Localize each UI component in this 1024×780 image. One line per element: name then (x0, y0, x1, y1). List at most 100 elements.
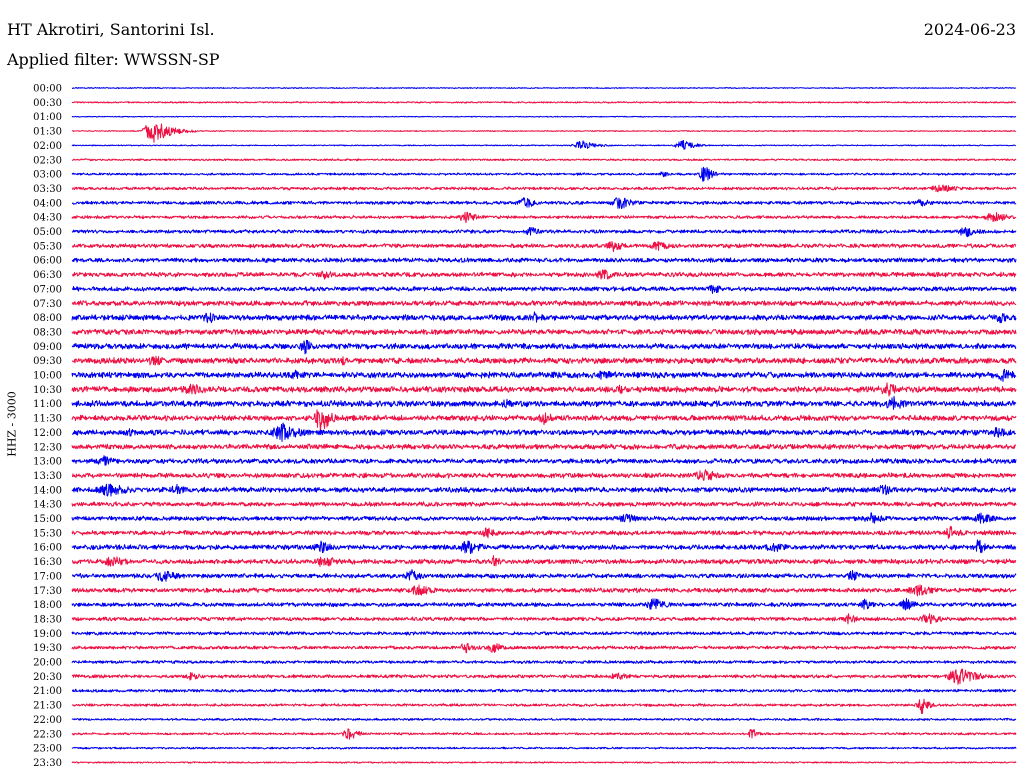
row-time-label: 22:30 (33, 729, 62, 740)
trace-row-04:30 (71, 211, 1017, 224)
row-time-label: 18:30 (33, 614, 62, 625)
row-time-label: 04:30 (33, 213, 62, 224)
row-time-label: 17:00 (33, 571, 62, 582)
trace-row-00:30 (71, 101, 1017, 104)
row-time-label: 07:00 (33, 284, 62, 295)
row-time-label: 16:00 (33, 543, 62, 554)
row-time-label: 01:00 (33, 112, 62, 123)
row-time-label: 15:00 (33, 514, 62, 525)
row-time-label: 20:00 (33, 658, 62, 669)
trace-row-21:30 (71, 698, 1017, 715)
row-time-label: 19:00 (33, 629, 62, 640)
row-time-label: 15:30 (33, 528, 62, 539)
row-time-label: 09:00 (33, 342, 62, 353)
row-time-label: 19:30 (33, 643, 62, 654)
trace-row-13:00 (71, 455, 1017, 466)
row-time-labels: 00:00 00:30 01:00 01:30 02:00 02:30 03:00 03:30… (33, 84, 62, 769)
row-time-label: 18:00 (33, 600, 62, 611)
row-time-label: 03:30 (33, 184, 62, 195)
row-time-label: 10:30 (33, 385, 62, 396)
trace-row-19:30 (71, 642, 1017, 654)
trace-row-01:00 (71, 115, 1017, 118)
row-time-label: 14:30 (33, 500, 62, 511)
row-time-label: 10:00 (33, 371, 62, 382)
trace-row-18:00 (71, 597, 1017, 611)
trace-row-22:30 (71, 728, 1017, 740)
row-time-label: 07:30 (33, 299, 62, 310)
row-time-label: 08:30 (33, 327, 62, 338)
row-time-label: 00:30 (33, 98, 62, 109)
row-time-label: 21:00 (33, 686, 62, 697)
row-time-label: 13:30 (33, 471, 62, 482)
trace-row-23:30 (71, 761, 1017, 764)
row-time-label: 09:30 (33, 356, 62, 367)
record-date: 2024-06-23 (923, 20, 1016, 39)
row-time-label: 05:30 (33, 241, 62, 252)
trace-row-19:00 (71, 631, 1017, 636)
trace-row-03:30 (71, 184, 1017, 193)
trace-row-23:00 (71, 746, 1017, 750)
station-title: HT Akrotiri, Santorini Isl. (7, 20, 215, 39)
seismic-traces (71, 86, 1017, 764)
trace-row-15:00 (71, 512, 1017, 524)
trace-row-01:30 (71, 123, 1017, 143)
row-time-label: 08:00 (33, 313, 62, 324)
trace-row-09:30 (71, 355, 1017, 366)
trace-row-00:00 (71, 86, 1017, 90)
trace-row-08:00 (71, 311, 1017, 324)
trace-row-14:30 (71, 501, 1017, 507)
trace-row-12:00 (71, 422, 1017, 442)
trace-row-06:00 (71, 257, 1017, 264)
trace-row-14:00 (71, 483, 1017, 497)
trace-row-05:00 (71, 226, 1017, 238)
trace-row-07:00 (71, 284, 1017, 294)
row-time-label: 21:30 (33, 701, 62, 712)
trace-row-20:00 (71, 659, 1017, 665)
trace-row-09:00 (71, 339, 1017, 355)
row-time-label: 06:00 (33, 256, 62, 267)
trace-row-21:00 (71, 688, 1017, 693)
row-time-label: 17:30 (33, 586, 62, 597)
trace-row-18:30 (71, 613, 1017, 625)
row-time-label: 23:00 (33, 744, 62, 755)
row-time-label: 04:00 (33, 198, 62, 209)
row-time-label: 11:00 (33, 399, 62, 410)
trace-row-05:30 (71, 241, 1017, 253)
row-time-label: 20:30 (33, 672, 62, 683)
trace-row-10:00 (71, 368, 1017, 383)
row-time-label: 11:30 (33, 414, 62, 425)
trace-row-02:30 (71, 158, 1017, 162)
trace-row-02:00 (71, 139, 1017, 150)
trace-row-03:00 (71, 166, 1017, 182)
trace-row-15:30 (71, 525, 1017, 539)
row-time-label: 13:00 (33, 457, 62, 468)
row-time-label: 12:30 (33, 442, 62, 453)
trace-row-12:30 (71, 443, 1017, 451)
row-time-label: 01:30 (33, 127, 62, 138)
row-time-label: 16:30 (33, 557, 62, 568)
row-time-label: 23:30 (33, 758, 62, 769)
row-time-label: 14:00 (33, 485, 62, 496)
row-time-label: 03:00 (33, 170, 62, 181)
trace-row-06:30 (71, 269, 1017, 280)
trace-row-07:30 (71, 300, 1017, 307)
trace-row-16:00 (71, 539, 1017, 555)
trace-row-11:30 (71, 409, 1017, 434)
trace-row-11:00 (71, 395, 1017, 410)
trace-row-08:30 (71, 328, 1017, 336)
row-time-label: 06:30 (33, 270, 62, 281)
row-time-label: 00:00 (33, 84, 62, 95)
trace-row-10:30 (71, 382, 1017, 397)
filter-label: Applied filter: WWSSN-SP (7, 50, 220, 69)
row-time-label: 12:00 (33, 428, 62, 439)
trace-row-16:30 (71, 555, 1017, 567)
trace-row-20:30 (71, 668, 1017, 685)
row-time-label: 02:00 (33, 141, 62, 152)
trace-row-22:00 (71, 717, 1017, 722)
row-time-label: 02:30 (33, 155, 62, 166)
row-time-label: 22:00 (33, 715, 62, 726)
trace-row-17:30 (71, 584, 1017, 597)
trace-row-04:00 (71, 197, 1017, 210)
trace-row-13:30 (71, 469, 1017, 481)
